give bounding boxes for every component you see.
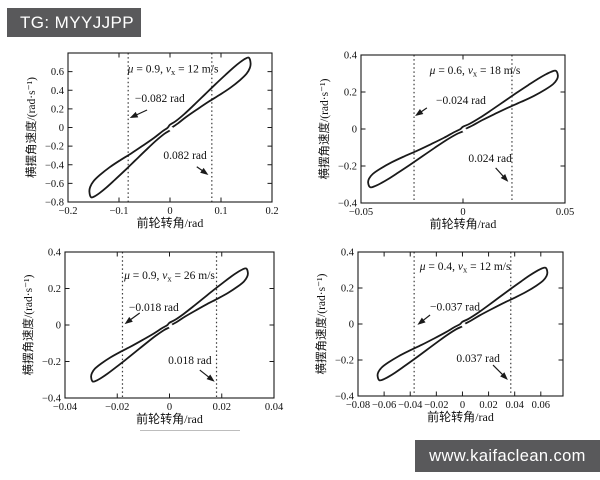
y-tick-label: −0.4 xyxy=(335,392,355,403)
x-tick-label: 0.02 xyxy=(479,400,497,411)
y-tick-label: −0.2 xyxy=(42,357,61,368)
x-tick-label: 0.2 xyxy=(265,206,278,217)
plot-top-right: −0.05 0 0.05 −0.4 −0.2 0 0.2 0.4 前轮转角/rad 横摆角速度/(… xyxy=(317,51,574,232)
x-tick-label: 0.04 xyxy=(506,400,525,411)
condition-title: μ = 0.4, vx = 12 m/s xyxy=(419,261,511,275)
x-tick-label: −0.1 xyxy=(109,206,128,217)
x-tick-label: −0.04 xyxy=(398,400,423,411)
hysteresis-loop xyxy=(367,69,559,189)
watermark-site: www.kaifaclean.com xyxy=(415,440,600,472)
x-tick-label: −0.02 xyxy=(424,400,448,411)
curve-origin-gap xyxy=(168,323,173,329)
y-tick-label: −0.2 xyxy=(335,356,354,367)
annotation-neg-arrow-head xyxy=(124,316,133,325)
annotation-neg-label: −0.024 rad xyxy=(436,95,486,107)
x-tick-label: 0 xyxy=(167,206,172,217)
x-tick-label: 0.1 xyxy=(214,206,227,217)
annotation-pos-label: 0.024 rad xyxy=(468,153,512,165)
annotation-pos-arrow-head xyxy=(500,173,509,182)
x-tick-label: 0.06 xyxy=(532,400,550,411)
hysteresis-loop xyxy=(90,267,249,383)
annotation-pos-label: 0.082 rad xyxy=(163,150,207,162)
condition-title: μ = 0.6, vx = 18 m/s xyxy=(429,65,521,79)
x-tick-label: −0.06 xyxy=(372,400,396,411)
y-tick-label: 0 xyxy=(349,320,354,331)
y-axis-label: 横摆角速度/(rad·s⁻¹) xyxy=(317,78,331,179)
y-tick-label: −0.8 xyxy=(45,198,64,209)
x-tick-label: 0.05 xyxy=(556,207,574,218)
annotation-neg-arrow-line xyxy=(134,109,148,117)
annotation-pos-arrow-line xyxy=(199,369,211,379)
y-tick-label: 0.4 xyxy=(51,86,65,97)
x-axis-label: 前轮转角/rad xyxy=(136,411,203,426)
plot-bottom-left: −0.04 −0.02 0 0.02 0.04 −0.4 −0.2 0 0.2 0.4 前轮转角/r… xyxy=(21,248,284,427)
annotation-pos-arrow-head xyxy=(500,372,508,380)
plot-bottom-right: −0.08 −0.06 −0.04 −0.02 0 0.02 0.04 0.06 −0.4 −0.… xyxy=(314,248,564,424)
annotation-neg-arrow-line xyxy=(129,312,141,322)
annotation-neg-arrow-head xyxy=(129,111,139,119)
y-tick-label: 0.2 xyxy=(341,284,354,295)
y-tick-label: 0 xyxy=(59,123,64,134)
condition-title: μ = 0.9, vx = 12 m/s xyxy=(127,63,219,77)
annotation-pos-arrow-head xyxy=(206,374,215,382)
y-tick-label: 0.4 xyxy=(341,248,355,259)
x-tick-label: 0 xyxy=(460,400,465,411)
x-axis-label: 前轮转角/rad xyxy=(427,409,494,424)
hysteresis-loop xyxy=(376,266,549,382)
y-tick-label: 0.6 xyxy=(51,67,64,78)
x-tick-label: −0.04 xyxy=(53,402,78,413)
x-tick-label: 0 xyxy=(167,402,172,413)
y-tick-label: 0.4 xyxy=(48,248,62,259)
xlabel-underline-artifact xyxy=(140,430,240,431)
y-tick-label: −0.2 xyxy=(338,162,357,173)
y-axis-label: 横摆角速度/(rad·s⁻¹) xyxy=(24,77,38,178)
annotation-pos-label: 0.037 rad xyxy=(456,353,500,365)
y-axis-label: 横摆角速度/(rad·s⁻¹) xyxy=(21,274,35,375)
y-tick-label: −0.2 xyxy=(45,142,64,153)
y-tick-label: 0 xyxy=(56,321,61,332)
watermark-site-text: www.kaifaclean.com xyxy=(429,446,586,465)
condition-title: μ = 0.9, vx = 26 m/s xyxy=(123,270,215,284)
watermark-tag: TG: MYYJJPP xyxy=(7,8,141,37)
watermark-tag-text: TG: MYYJJPP xyxy=(20,12,134,32)
x-tick-label: −0.02 xyxy=(105,402,129,413)
x-tick-label: 0.02 xyxy=(213,402,231,413)
y-tick-label: 0 xyxy=(352,125,357,136)
x-axis-label: 前轮转角/rad xyxy=(430,216,497,231)
annotation-neg-label: −0.082 rad xyxy=(135,93,185,105)
curve-origin-gap xyxy=(461,322,466,328)
annotation-pos-label: 0.018 rad xyxy=(168,355,212,367)
y-tick-label: 0.2 xyxy=(51,104,64,115)
x-tick-label: 0 xyxy=(460,207,465,218)
annotation-pos-arrow-head xyxy=(200,167,209,175)
annotation-neg-arrow-head xyxy=(415,109,424,117)
annotation-pos-arrow-line xyxy=(492,364,505,377)
plot-top-left: −0.2 −0.1 0 0.1 0.2 −0.8 −0.6 −0.4 −0.2 0 0.2 0.4 0.… xyxy=(24,52,279,230)
y-tick-label: −0.4 xyxy=(45,160,65,171)
annotation-neg-arrow-head xyxy=(417,317,426,325)
x-tick-label: 0.04 xyxy=(265,402,284,413)
x-axis-label: 前轮转角/rad xyxy=(137,215,204,230)
annotation-neg-label: −0.037 rad xyxy=(430,302,480,314)
y-tick-label: −0.6 xyxy=(45,179,64,190)
hysteresis-loop xyxy=(88,56,252,199)
y-tick-label: −0.4 xyxy=(338,199,358,210)
x-tick-label: −0.2 xyxy=(58,206,77,217)
annotation-pos-arrow-line xyxy=(495,167,505,178)
curve-origin-gap xyxy=(169,126,174,132)
x-tick-label: −0.08 xyxy=(346,400,370,411)
y-tick-label: 0.2 xyxy=(48,284,61,295)
curve-origin-gap xyxy=(462,127,467,133)
y-axis-label: 横摆角速度/(rad·s⁻¹) xyxy=(314,273,328,374)
y-tick-label: −0.4 xyxy=(42,394,62,405)
y-tick-label: 0.2 xyxy=(344,88,357,99)
annotation-neg-label: −0.018 rad xyxy=(129,302,179,314)
x-tick-label: −0.05 xyxy=(349,207,373,218)
y-tick-label: 0.4 xyxy=(344,51,358,62)
